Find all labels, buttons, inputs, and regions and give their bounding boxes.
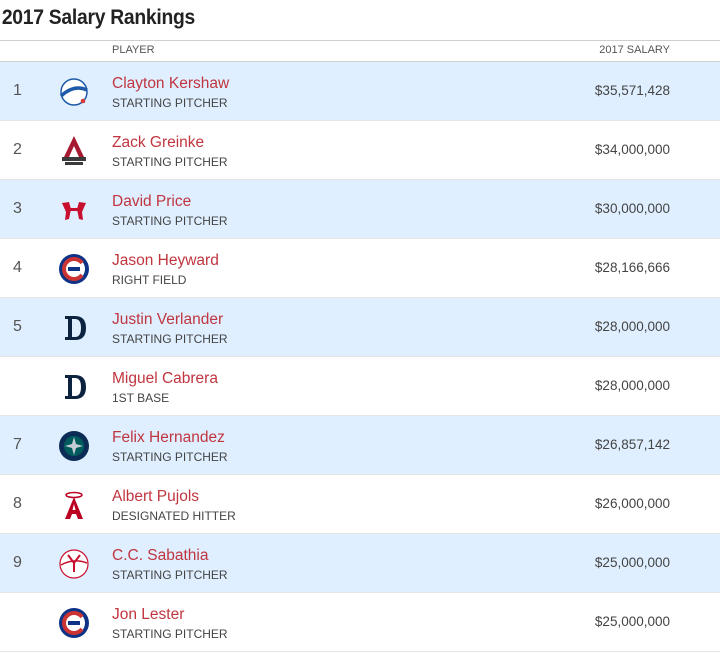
yankees-logo-icon bbox=[56, 546, 92, 582]
player-position: STARTING PITCHER bbox=[112, 450, 228, 464]
player-name-link[interactable]: Felix Hernandez bbox=[112, 429, 225, 446]
player-salary: $25,000,000 bbox=[594, 555, 670, 570]
player-salary: $26,857,142 bbox=[594, 437, 670, 452]
player-name-link[interactable]: Zack Greinke bbox=[112, 134, 205, 151]
table-row: 5 Justin Verlander STARTING PITCHER $28,… bbox=[0, 298, 720, 357]
table-row: 8 Albert Pujols DESIGNATED HITTER $26,00… bbox=[0, 475, 720, 534]
player-name-link[interactable]: Albert Pujols bbox=[112, 488, 200, 505]
player-salary: $34,000,000 bbox=[594, 142, 670, 157]
red-sox-logo-icon bbox=[56, 192, 92, 228]
rank: 8 bbox=[13, 495, 22, 512]
rank: 1 bbox=[13, 82, 22, 99]
diamondbacks-logo-icon bbox=[56, 133, 92, 169]
table-row: Jon Lester STARTING PITCHER $25,000,000 bbox=[0, 593, 720, 652]
player-salary: $30,000,000 bbox=[594, 201, 670, 216]
player-salary: $28,166,666 bbox=[594, 260, 670, 275]
player-salary: $28,000,000 bbox=[594, 378, 670, 393]
player-position: DESIGNATED HITTER bbox=[112, 509, 236, 523]
player-name-link[interactable]: C.C. Sabathia bbox=[112, 547, 209, 564]
rank: 9 bbox=[13, 554, 22, 571]
cubs-logo-icon bbox=[56, 251, 92, 287]
table-row: 2 Zack Greinke STARTING PITCHER $34,000,… bbox=[0, 121, 720, 180]
player-position: STARTING PITCHER bbox=[112, 96, 228, 110]
player-position: 1ST BASE bbox=[112, 391, 170, 405]
player-name-link[interactable]: Jon Lester bbox=[112, 606, 185, 623]
rank: 2 bbox=[13, 141, 22, 158]
page-title: 2017 Salary Rankings bbox=[1, 6, 196, 29]
table-row: 1 Clayton Kershaw STARTING PITCHER $35,5… bbox=[0, 62, 720, 121]
header-player: PLAYER bbox=[112, 44, 155, 56]
angels-logo-icon bbox=[56, 487, 92, 523]
table-row: 4 Jason Heyward RIGHT FIELD $28,166,666 bbox=[0, 239, 720, 298]
cubs-logo-icon bbox=[56, 605, 92, 641]
player-position: STARTING PITCHER bbox=[112, 568, 228, 582]
tigers-logo-icon bbox=[56, 369, 92, 405]
table-row: Miguel Cabrera 1ST BASE $28,000,000 bbox=[0, 357, 720, 416]
player-salary: $25,000,000 bbox=[594, 614, 670, 629]
table-row: 9 C.C. Sabathia STARTING PITCHER $25,000… bbox=[0, 534, 720, 593]
player-position: STARTING PITCHER bbox=[112, 155, 228, 169]
tigers-logo-icon bbox=[56, 310, 92, 346]
rank: 5 bbox=[13, 318, 22, 335]
table-row: 7 Felix Hernandez STARTING PITCHER $26,8… bbox=[0, 416, 720, 475]
player-position: STARTING PITCHER bbox=[112, 627, 228, 641]
dodgers-logo-icon bbox=[56, 74, 92, 110]
mariners-logo-icon bbox=[56, 428, 92, 464]
header-salary: 2017 SALARY bbox=[599, 44, 670, 56]
table-row: 3 David Price STARTING PITCHER $30,000,0… bbox=[0, 180, 720, 239]
player-name-link[interactable]: Justin Verlander bbox=[112, 311, 224, 328]
player-name-link[interactable]: Miguel Cabrera bbox=[112, 370, 218, 387]
player-salary: $28,000,000 bbox=[594, 319, 670, 334]
rank: 3 bbox=[13, 200, 22, 217]
player-position: STARTING PITCHER bbox=[112, 332, 228, 346]
player-salary: $35,571,428 bbox=[594, 83, 670, 98]
player-position: STARTING PITCHER bbox=[112, 214, 228, 228]
rank: 7 bbox=[13, 436, 22, 453]
rank: 4 bbox=[13, 259, 22, 276]
player-name-link[interactable]: Jason Heyward bbox=[112, 252, 219, 269]
table-header: PLAYER 2017 SALARY bbox=[0, 40, 720, 62]
player-name-link[interactable]: Clayton Kershaw bbox=[112, 75, 230, 92]
player-position: RIGHT FIELD bbox=[112, 273, 187, 287]
player-salary: $26,000,000 bbox=[594, 496, 670, 511]
player-name-link[interactable]: David Price bbox=[112, 193, 192, 210]
